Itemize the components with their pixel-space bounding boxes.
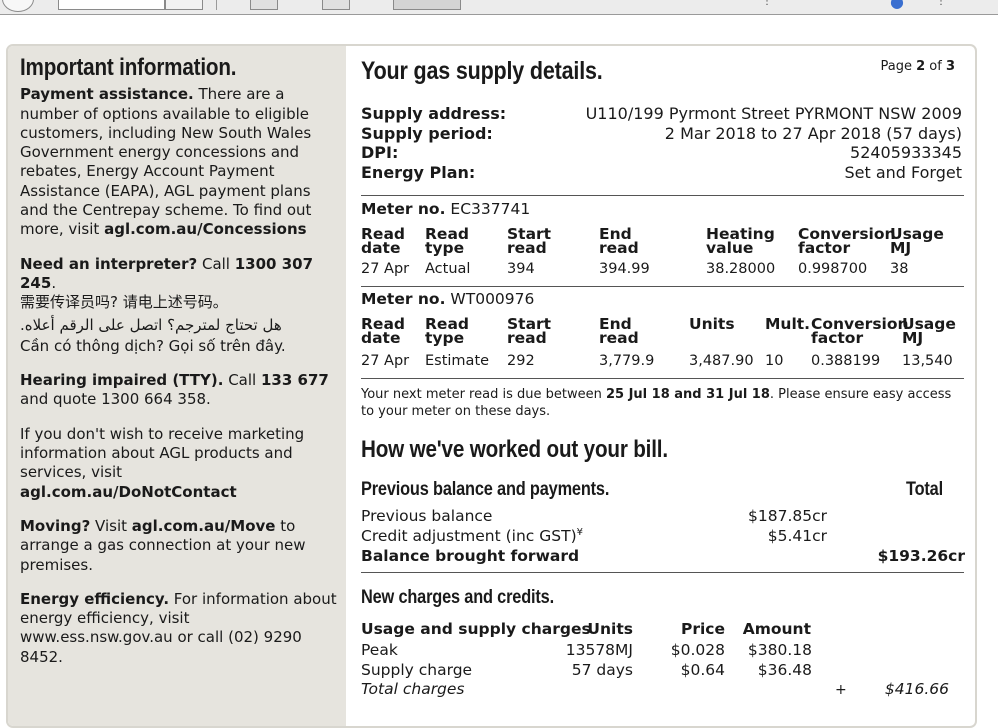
supply-charge-amount: $36.48 [757, 661, 812, 679]
peak-label: Peak [361, 641, 398, 659]
supply-charge-price: $0.64 [680, 661, 725, 679]
header-conversion-factor: Conversion factor [811, 315, 909, 347]
divider [361, 572, 964, 573]
divider [361, 286, 964, 287]
header-end-read: End read [599, 315, 639, 347]
page-dropdown[interactable] [165, 0, 203, 10]
bill-page: Important information. Payment assistanc… [6, 44, 977, 728]
header-read-date: Read date [361, 315, 406, 347]
energy-efficiency-info: Energy efficiency. For information about… [20, 589, 337, 666]
price-header: Price [680, 620, 725, 638]
peak-amount: $380.18 [747, 641, 812, 659]
interpreter-chinese: 需要传译员吗? 请电上述号码。 [20, 293, 228, 312]
cell: 38 [890, 261, 909, 277]
viewer-toolbar: ⋮ ● ⋮ [0, 0, 998, 15]
cell: 27 Apr [361, 353, 410, 369]
cell: 3,487.90 [689, 353, 754, 369]
amount-header: Amount [742, 620, 811, 638]
credit-adjustment-label: Credit adjustment (inc GST)¥ [361, 527, 583, 546]
header-start-read: Start read [507, 225, 552, 257]
previous-balance-amount: $187.85cr [748, 507, 827, 525]
page-indicator: Page 2 of 3 [880, 59, 956, 74]
balance-forward-label: Balance brought forward [361, 547, 580, 565]
peak-price: $0.028 [670, 641, 725, 659]
header-read-type: Read type [425, 225, 470, 257]
units-header: Units [587, 620, 633, 638]
previous-balance-label: Previous balance [361, 507, 493, 525]
total-column-heading: Total [906, 479, 943, 500]
bill-breakdown-heading: How we've worked out your bill. [361, 436, 668, 463]
dpi-row: DPI: 52405933345 [361, 143, 962, 162]
meter-wt000976: Meter no. WT000976 Read date Read type Sta… [361, 290, 956, 369]
new-charges-heading: New charges and credits. [361, 587, 554, 608]
total-charges-label: Total charges [361, 680, 465, 698]
interpreter-phone: 1300 307 245 [20, 254, 314, 292]
tty-phone: 133 677 [260, 371, 329, 390]
interpreter-arabic: هل تحتاج لمترجم؟ اتصل على الرقم أعلاه. [20, 315, 282, 334]
hearing-impaired-info: Hearing impaired (TTY). Call 133 677 and… [20, 371, 329, 409]
divider [361, 378, 964, 379]
header-read-type: Read type [425, 315, 470, 347]
toolbar-divider [216, 0, 217, 10]
previous-balance-heading: Previous balance and payments. [361, 479, 610, 500]
cell: Estimate [425, 353, 490, 369]
cell: Actual [425, 261, 471, 277]
marketing-info: If you don't wish to receive marketing i… [20, 424, 305, 501]
cell: 10 [765, 353, 784, 369]
header-start-read: Start read [507, 315, 552, 347]
cell: 394.99 [599, 261, 650, 277]
balance-forward-total: $193.26cr [877, 547, 965, 565]
cell: 0.388199 [811, 353, 881, 369]
plus-sign: + [835, 682, 847, 698]
do-not-contact-link[interactable]: agl.com.au/DoNotContact [20, 482, 237, 501]
tool-button-2[interactable] [322, 0, 350, 10]
supply-address-row: Supply address: U110/199 Pyrmont Street P… [361, 104, 962, 123]
header-mult: Mult. [765, 315, 811, 333]
account-icon[interactable]: ● [890, 0, 904, 11]
concessions-link[interactable]: agl.com.au/Concessions [104, 220, 307, 239]
header-read-date: Read date [361, 225, 406, 257]
menu-icon[interactable]: ⋮ [936, 0, 946, 7]
header-units: Units [689, 315, 735, 333]
move-link[interactable]: agl.com.au/Move [131, 516, 276, 535]
peak-units: 13578MJ [565, 641, 633, 659]
header-conversion-factor: Conversion factor [798, 225, 896, 257]
supply-charge-label: Supply charge [361, 661, 473, 679]
gas-supply-heading: Your gas supply details. [361, 57, 603, 85]
header-end-read: End read [599, 225, 639, 257]
important-info-heading: Important information. [20, 54, 237, 81]
usage-supply-header: Usage and supply charges [361, 620, 591, 638]
info-sidebar: Important information. Payment assistanc… [8, 46, 346, 726]
cell: 394 [507, 261, 535, 277]
header-heating-value: Heating value [706, 225, 775, 257]
moving-info: Moving? Visit agl.com.au/Move to arrange… [20, 516, 306, 574]
header-usage-mj: Usage MJ [890, 225, 944, 257]
cell: 38.28000 [706, 261, 776, 277]
cell: 27 Apr [361, 261, 410, 277]
energy-plan-row: Energy Plan: Set and Forget [361, 162, 962, 182]
supply-details: Supply address: U110/199 Pyrmont Street P… [361, 104, 962, 182]
total-charges-amount: $416.66 [884, 680, 949, 698]
supply-period-row: Supply period: 2 Mar 2018 to 27 Apr 2018 … [361, 123, 962, 143]
cell: 0.998700 [798, 261, 868, 277]
payment-assistance: Payment assistance. There are a number o… [20, 85, 312, 239]
bill-details: Your gas supply details. Page 2 of 3 Sup… [361, 46, 969, 726]
credit-adjustment-amount: $5.41cr [767, 527, 827, 545]
interpreter-info: Need an interpreter? Call 1300 307 245. … [20, 255, 340, 356]
supply-charge-units: 57 days [571, 661, 633, 679]
meter-ec337741: Meter no. EC337741 Read date Read type Sta… [361, 200, 944, 277]
page-number-input[interactable] [58, 0, 165, 10]
cell: 3,779.9 [599, 353, 655, 369]
next-read-note: Your next meter read is due between 25 J… [361, 387, 952, 419]
header-usage-mj: Usage MJ [902, 315, 956, 347]
cell: 292 [507, 353, 535, 369]
cell: 13,540 [902, 353, 953, 369]
tool-button-active[interactable] [393, 0, 461, 10]
more-icon[interactable]: ⋮ [762, 0, 772, 7]
tool-button-1[interactable] [250, 0, 278, 10]
divider [361, 195, 964, 196]
interpreter-vietnamese: Cần có thông dịch? Gọi số trên đây. [20, 336, 286, 355]
back-button[interactable] [2, 0, 34, 12]
